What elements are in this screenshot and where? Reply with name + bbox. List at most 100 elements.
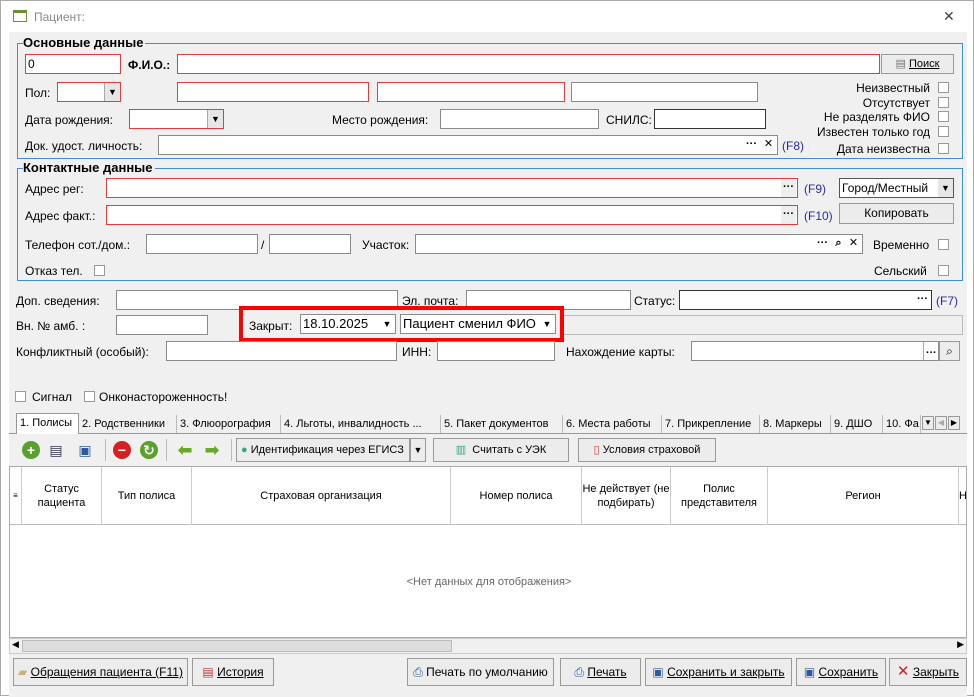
copy-button[interactable]: Копировать xyxy=(839,203,954,224)
flag-unknown-checkbox[interactable] xyxy=(938,82,949,93)
edit-icon[interactable]: ▤ xyxy=(49,442,63,458)
col-more[interactable]: Н кс xyxy=(959,467,966,525)
closed-reason-select[interactable]: Пациент сменил ФИО ▼ xyxy=(400,314,556,334)
tab-relatives[interactable]: 2. Родственники xyxy=(79,415,177,433)
tab-benefits[interactable]: 4. Льготы, инвалидность ... xyxy=(281,415,441,433)
arrow-right-icon[interactable]: ➡ xyxy=(204,440,220,460)
snils-input[interactable] xyxy=(654,109,766,129)
clear-icon[interactable]: ✕ xyxy=(763,138,774,150)
refresh-icon[interactable]: ↻ xyxy=(140,441,158,459)
conflict-input[interactable] xyxy=(166,341,397,361)
identify-label: Идентификация через ЕГИСЗ xyxy=(250,444,404,456)
col-policy-number[interactable]: Номер полиса xyxy=(451,467,582,525)
status-input[interactable]: ··· xyxy=(679,290,932,310)
flag-absent-checkbox[interactable] xyxy=(938,97,949,108)
tab-documents[interactable]: 5. Пакет документов xyxy=(441,415,563,433)
print-button[interactable]: ⎙ Печать xyxy=(560,658,641,686)
closed-comment-field xyxy=(561,315,963,335)
col-inactive[interactable]: Не действует (не подбирать) xyxy=(582,467,671,525)
id-document-input[interactable]: ··· ✕ xyxy=(158,135,778,155)
save-close-button[interactable]: ▣ Сохранить и закрыть xyxy=(645,658,792,686)
close-window-button[interactable]: ✕ xyxy=(943,8,955,24)
refuse-phone-checkbox[interactable] xyxy=(94,265,105,276)
tab-10[interactable]: 10. Фа xyxy=(883,415,921,433)
signal-checkbox[interactable] xyxy=(15,391,26,402)
ellipsis-icon[interactable]: ··· xyxy=(781,179,796,197)
flag-date-unknown-checkbox[interactable] xyxy=(938,143,949,154)
search-button[interactable]: ▤ Поиск xyxy=(881,54,954,74)
col-policy-type[interactable]: Тип полиса xyxy=(102,467,192,525)
save-icon[interactable]: ▣ xyxy=(78,442,92,458)
tabs-left-icon[interactable]: ◀ xyxy=(935,416,947,430)
read-uek-button[interactable]: ▥ Считать с УЭК xyxy=(433,438,569,462)
scrollbar-thumb[interactable] xyxy=(22,640,452,652)
ellipsis-icon[interactable]: … xyxy=(923,342,938,360)
amb-number-input[interactable] xyxy=(116,315,208,335)
horizontal-scrollbar[interactable]: ◀ ▶ xyxy=(9,638,967,654)
refuse-phone-label: Отказ тел. xyxy=(25,264,83,278)
patient-appeals-button[interactable]: ▰ Обращения пациента (F11) xyxy=(13,658,188,686)
save-button[interactable]: ▣ Сохранить xyxy=(796,658,886,686)
ellipsis-icon[interactable]: ··· xyxy=(917,293,928,305)
locality-select[interactable]: Город/Местный xyxy=(839,178,954,198)
rural-checkbox[interactable] xyxy=(938,265,949,276)
search-icon[interactable]: ⌕ xyxy=(835,237,842,249)
additional-label: Доп. сведения: xyxy=(16,294,100,308)
tab-policies[interactable]: 1. Полисы xyxy=(16,413,79,434)
print-default-button[interactable]: ⎙ Печать по умолчанию xyxy=(407,658,554,686)
flag-year-only-checkbox[interactable] xyxy=(938,126,949,137)
ellipsis-icon[interactable]: ··· xyxy=(817,237,828,249)
clear-icon[interactable]: ✕ xyxy=(848,237,859,249)
tab-workplaces[interactable]: 6. Места работы xyxy=(563,415,662,433)
contact-data-group xyxy=(17,168,963,281)
tabs-dropdown-icon[interactable]: ▼ xyxy=(922,416,934,430)
middle-name-input[interactable] xyxy=(377,82,565,102)
phone-label: Телефон сот./дом.: xyxy=(25,238,131,252)
temporary-checkbox[interactable] xyxy=(938,239,949,250)
tab-markers[interactable]: 8. Маркеры xyxy=(760,415,831,433)
closed-date-select[interactable]: 18.10.2025 ▼ xyxy=(300,314,396,334)
history-button[interactable]: ▤ История xyxy=(192,658,274,686)
tab-attachment[interactable]: 7. Прикрепление xyxy=(662,415,760,433)
birthplace-input[interactable] xyxy=(440,109,599,129)
col-insurer[interactable]: Страховая организация xyxy=(192,467,451,525)
flag-no-split-checkbox[interactable] xyxy=(938,111,949,122)
col-patient-status[interactable]: Статус пациента xyxy=(22,467,102,525)
ellipsis-icon[interactable]: ··· xyxy=(781,206,796,224)
sex-select[interactable]: ▼ xyxy=(57,82,121,102)
patient-id-input[interactable]: 0 xyxy=(25,54,121,74)
first-name-input[interactable] xyxy=(177,82,369,102)
card-location-search-button[interactable]: ⌕ xyxy=(939,341,960,361)
delete-icon[interactable]: − xyxy=(113,441,131,459)
add-icon[interactable]: + xyxy=(22,441,40,459)
scroll-right-icon[interactable]: ▶ xyxy=(957,639,964,649)
flag-no-split-label: Не разделять ФИО xyxy=(823,110,930,124)
inn-input[interactable] xyxy=(437,341,555,361)
home-phone-input[interactable] xyxy=(269,234,351,254)
arrow-left-icon[interactable]: ⬅ xyxy=(177,440,193,460)
insurance-terms-button[interactable]: ▯ Условия страховой xyxy=(578,438,716,462)
card-location-input[interactable]: … xyxy=(691,341,939,361)
col-region[interactable]: Регион xyxy=(768,467,959,525)
col-representative-policy[interactable]: Полис представителя xyxy=(671,467,768,525)
tab-dsho[interactable]: 9. ДШО xyxy=(831,415,883,433)
addr-fact-input[interactable]: ··· xyxy=(106,205,798,225)
identify-dropdown-icon[interactable]: ▼ xyxy=(410,438,426,462)
scroll-left-icon[interactable]: ◀ xyxy=(12,639,19,649)
district-input[interactable]: ··· ⌕ ✕ xyxy=(415,234,863,254)
toolbar-separator xyxy=(231,439,232,461)
addr-reg-input[interactable]: ··· xyxy=(106,178,798,198)
extra-name-input[interactable] xyxy=(571,82,758,102)
close-button[interactable]: ✕ Закрыть xyxy=(889,658,967,686)
birth-date-select[interactable]: ▼ xyxy=(129,109,224,129)
identify-egisz-button[interactable]: ● Идентификация через ЕГИСЗ xyxy=(236,438,410,462)
column-chooser-icon[interactable]: ≡ xyxy=(10,467,22,525)
onco-checkbox[interactable] xyxy=(84,391,95,402)
phone-separator: / xyxy=(261,238,265,252)
mobile-phone-input[interactable] xyxy=(146,234,258,254)
ellipsis-icon[interactable]: ··· xyxy=(746,138,757,150)
tab-fluorography[interactable]: 3. Флюорография xyxy=(177,415,281,433)
tabs-right-icon[interactable]: ▶ xyxy=(948,416,960,430)
fio-input[interactable] xyxy=(177,54,880,74)
chevron-down-icon: ▼ xyxy=(379,315,395,333)
